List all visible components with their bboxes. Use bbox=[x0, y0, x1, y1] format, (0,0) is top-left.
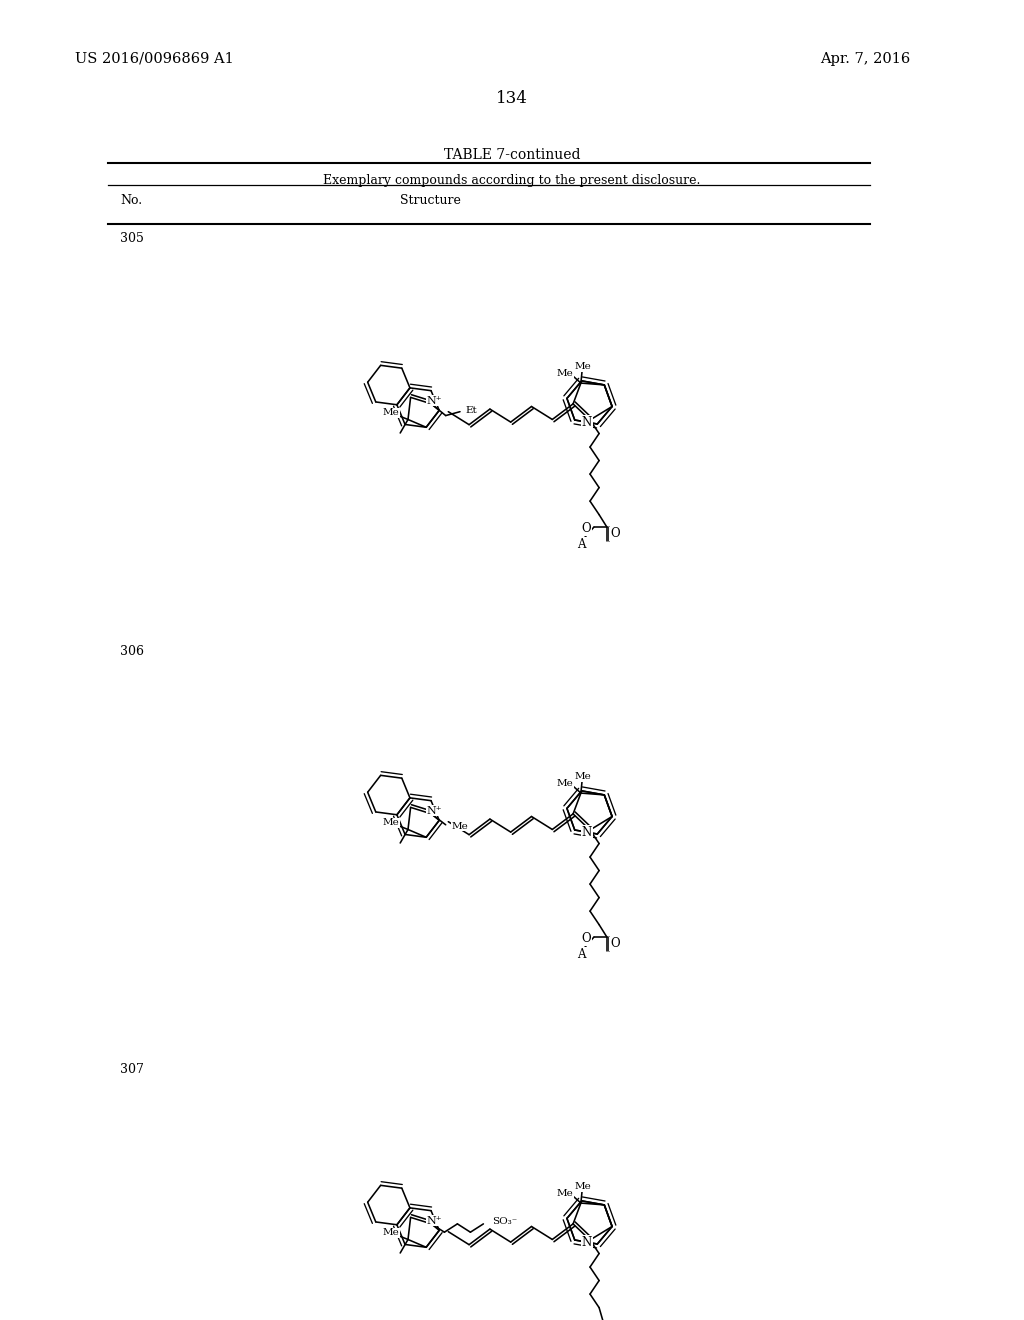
Text: N⁺: N⁺ bbox=[427, 396, 442, 405]
Text: A: A bbox=[578, 539, 586, 550]
Text: Structure: Structure bbox=[399, 194, 461, 207]
Text: Me: Me bbox=[383, 818, 399, 828]
Text: Et: Et bbox=[465, 405, 477, 414]
Text: O: O bbox=[610, 937, 620, 950]
Text: Me: Me bbox=[574, 772, 591, 781]
Text: Me: Me bbox=[556, 1189, 573, 1197]
Text: 307: 307 bbox=[120, 1063, 144, 1076]
Text: N⁺: N⁺ bbox=[427, 805, 442, 816]
Text: Me: Me bbox=[452, 821, 468, 830]
Text: N: N bbox=[582, 825, 592, 838]
Text: TABLE 7-continued: TABLE 7-continued bbox=[443, 148, 581, 162]
Text: N⁺: N⁺ bbox=[427, 1216, 442, 1226]
Text: No.: No. bbox=[120, 194, 142, 207]
Text: Me: Me bbox=[383, 408, 399, 417]
Text: O: O bbox=[582, 521, 592, 535]
Text: 305: 305 bbox=[120, 232, 144, 246]
Text: Me: Me bbox=[383, 1229, 399, 1237]
Text: Me: Me bbox=[556, 368, 573, 378]
Text: N: N bbox=[582, 1236, 592, 1249]
Text: Apr. 7, 2016: Apr. 7, 2016 bbox=[820, 51, 910, 66]
Text: Me: Me bbox=[556, 779, 573, 788]
Text: 306: 306 bbox=[120, 645, 144, 657]
Text: Me: Me bbox=[574, 1183, 591, 1192]
Text: O: O bbox=[582, 932, 592, 945]
Text: SO₃⁻: SO₃⁻ bbox=[493, 1217, 518, 1226]
Text: A: A bbox=[578, 948, 586, 961]
Text: Me: Me bbox=[574, 363, 591, 371]
Text: Exemplary compounds according to the present disclosure.: Exemplary compounds according to the pre… bbox=[324, 174, 700, 187]
Text: US 2016/0096869 A1: US 2016/0096869 A1 bbox=[75, 51, 233, 66]
Text: N: N bbox=[582, 416, 592, 429]
Text: O: O bbox=[610, 528, 620, 540]
Text: 134: 134 bbox=[496, 90, 528, 107]
